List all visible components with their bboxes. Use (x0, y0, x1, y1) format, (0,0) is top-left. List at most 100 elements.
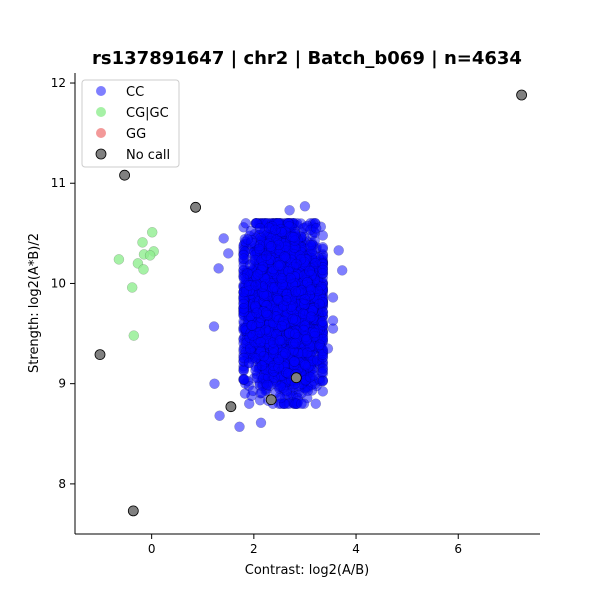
data-point (261, 250, 272, 262)
legend-marker (96, 107, 106, 117)
data-point (238, 253, 249, 264)
data-point (138, 264, 149, 275)
data-point (239, 374, 250, 385)
x-tick-label: 4 (352, 542, 360, 556)
data-point (208, 321, 220, 332)
data-point (516, 89, 527, 101)
data-point (299, 294, 311, 305)
x-axis-label: Contrast: log2(A/B) (245, 563, 369, 578)
data-point (322, 343, 334, 354)
legend-marker (96, 86, 106, 96)
data-point (289, 328, 301, 340)
data-point (290, 372, 302, 384)
y-axis-label: Strength: log2(A*B)/2 (27, 233, 42, 373)
data-point (209, 378, 220, 389)
data-point (317, 366, 329, 378)
data-point (302, 385, 314, 397)
data-point (300, 360, 311, 371)
data-point (314, 298, 325, 310)
x-tick-label: 6 (454, 542, 462, 556)
chart-title: rs137891647 | chr2 | Batch_b069 | n=4634 (92, 48, 522, 69)
data-point (287, 313, 299, 325)
data-point (276, 272, 287, 284)
data-point (240, 218, 252, 229)
data-point (301, 347, 313, 359)
data-point (137, 237, 148, 248)
data-point (333, 245, 344, 256)
data-point (275, 392, 286, 404)
data-point (242, 234, 253, 245)
data-point (310, 398, 322, 409)
y-tick-label: 11 (51, 176, 66, 190)
data-point (128, 330, 140, 341)
data-point (113, 254, 125, 265)
data-point (260, 307, 272, 318)
data-point (304, 265, 315, 277)
data-point (273, 260, 284, 272)
data-point (275, 380, 286, 392)
data-point (258, 350, 270, 362)
data-point (272, 294, 284, 306)
data-point (238, 298, 249, 310)
data-point (225, 401, 237, 413)
data-point (126, 282, 138, 293)
data-point (305, 284, 317, 295)
data-point (280, 348, 291, 359)
data-point (310, 223, 322, 234)
y-tick-label: 12 (51, 76, 66, 90)
data-point (190, 201, 202, 213)
legend-marker (96, 128, 106, 138)
series-cc (208, 201, 348, 433)
data-point (234, 421, 245, 433)
data-point (304, 371, 316, 383)
data-point (214, 410, 225, 421)
data-point (119, 169, 130, 181)
data-point (336, 265, 348, 276)
x-tick-label: 2 (250, 542, 258, 556)
y-tick-label: 9 (58, 377, 66, 391)
data-point (327, 292, 339, 303)
data-point (265, 394, 277, 406)
data-point (305, 239, 316, 251)
data-point (213, 263, 224, 274)
data-point (265, 241, 277, 252)
data-point (254, 327, 266, 338)
data-point (251, 307, 263, 319)
series-cg-gc (113, 227, 159, 341)
legend-label: No call (126, 148, 170, 163)
legend-label: CG|GC (126, 106, 169, 121)
data-point (127, 505, 139, 517)
data-point (290, 286, 301, 297)
points-layer (94, 89, 527, 517)
data-point (291, 258, 302, 270)
data-point (276, 320, 288, 332)
data-point (317, 264, 329, 276)
y-tick-label: 8 (58, 477, 66, 491)
data-point (288, 356, 300, 367)
data-point (246, 320, 258, 331)
data-point (250, 280, 262, 291)
data-point (243, 398, 255, 409)
y-tick-label: 10 (51, 276, 66, 290)
data-point (317, 242, 329, 253)
data-point (146, 227, 158, 238)
data-point (309, 327, 321, 339)
data-point (274, 335, 286, 346)
data-point (290, 337, 301, 349)
legend: CC CG|GC GG No call (81, 79, 180, 168)
data-point (218, 233, 229, 244)
legend-label: CC (126, 85, 144, 100)
data-point (317, 316, 329, 327)
data-point (94, 349, 106, 361)
data-point (288, 231, 299, 243)
data-point (327, 315, 339, 326)
data-point (262, 379, 273, 391)
data-point (270, 224, 281, 236)
data-point (284, 205, 295, 216)
legend-marker (95, 148, 107, 160)
data-point (144, 250, 156, 261)
data-point (317, 375, 328, 387)
data-point (254, 223, 266, 234)
legend-label: GG (126, 127, 146, 142)
